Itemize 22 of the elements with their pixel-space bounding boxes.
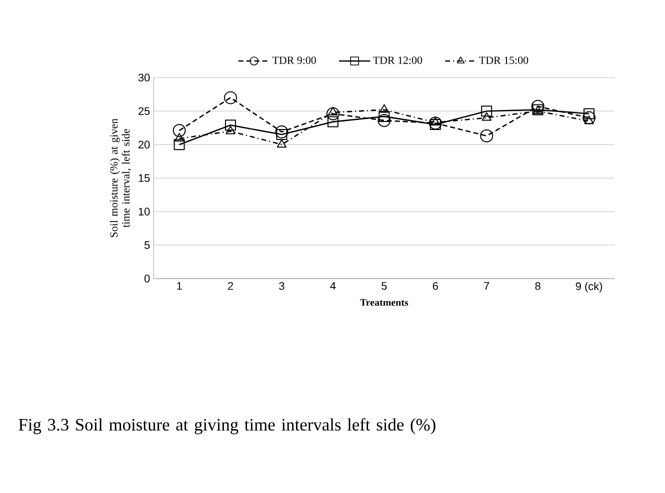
y-tick-label: 30 [138,74,150,82]
x-tick-label: 8 [535,282,540,290]
x-tick-label: 2 [228,282,233,290]
y-tick-label: 25 [138,107,150,115]
y-tick-label: 5 [144,241,150,249]
y-tick-label: 10 [138,208,150,216]
caption: Fig 3.3 Soil moisture at giving time intervals left side (%) [18,418,436,434]
x-axis-title: Treatments [360,299,408,306]
x-tick-label: 5 [382,282,387,290]
x-tick-label: 3 [279,282,284,290]
x-tick-label: 7 [484,282,490,290]
y-tick-label: 0 [144,274,150,282]
x-tick-label: 9 (ck) [576,282,602,292]
legend-label: TDR 12:00 [373,56,422,64]
legend-label: TDR 9:00 [272,56,316,64]
x-tick-label: 1 [177,282,182,290]
y-tick-label: 15 [138,174,150,182]
x-tick-label: 6 [432,282,438,290]
x-tick-label: 4 [330,282,336,290]
legend-label: TDR 15:00 [479,56,528,64]
y-axis-title: Soil moisture (%) at given time interval, left side [110,118,132,238]
y-tick-label: 20 [138,140,150,148]
